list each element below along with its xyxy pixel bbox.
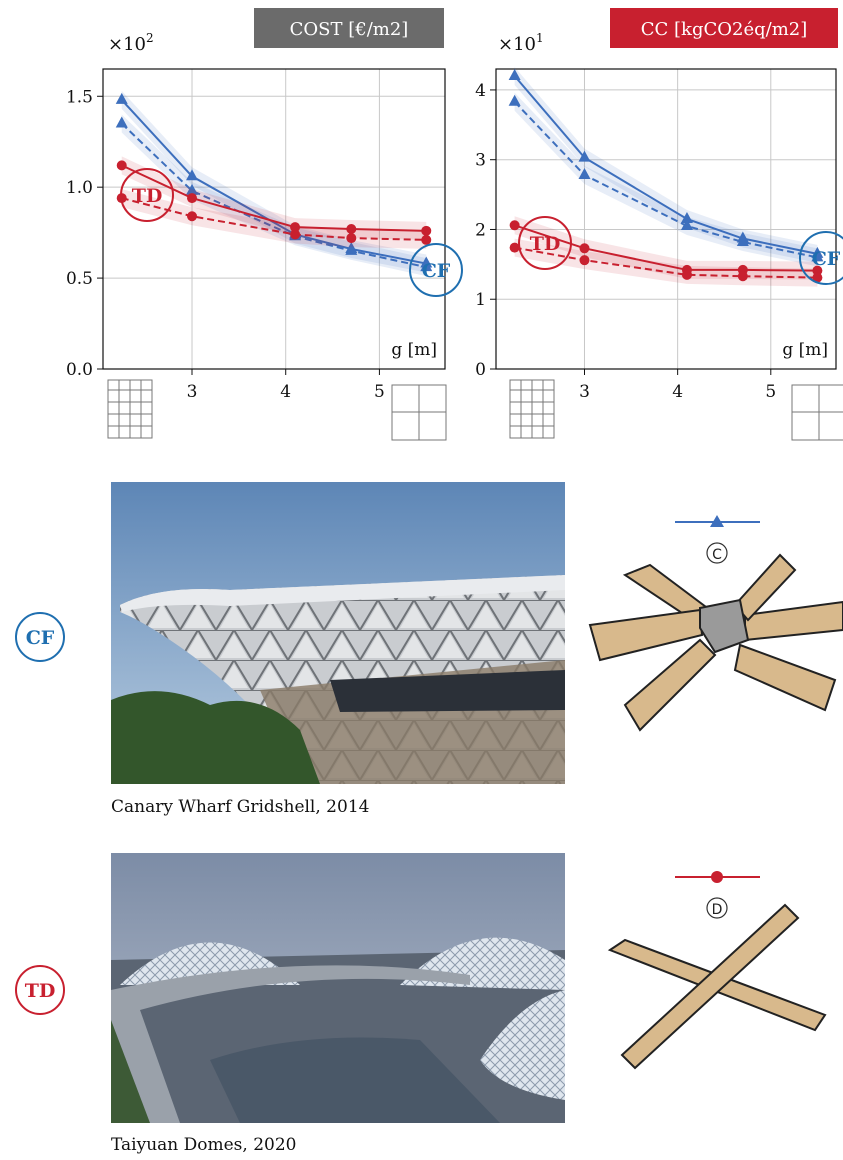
marker: [346, 224, 357, 234]
uncertainty-band: [514, 92, 818, 267]
joint-d-diagram: [607, 871, 827, 1070]
marker: [421, 225, 432, 236]
project-code: TD: [25, 980, 56, 1002]
scale-exponent: 2: [146, 31, 154, 45]
y-tick-label: 2: [475, 220, 486, 240]
annotation-circle: [518, 216, 572, 270]
scale-base: ×10: [498, 34, 536, 55]
annotation: TD: [132, 185, 163, 207]
x-tick-label: 3: [579, 382, 590, 402]
series-line: [514, 246, 818, 279]
y-tick-label: 0: [475, 360, 486, 380]
y-tick-label: 3: [475, 151, 486, 171]
chart-title: COST [€/m2]: [290, 19, 409, 40]
y-tick-label: 4: [475, 81, 486, 101]
marker: [736, 235, 749, 247]
chart: COST [€/m2] ×102 0.0 0.5 1.0 1.5 3 4 5 g [m] TD CF: [66, 8, 463, 402]
marker: [115, 92, 128, 104]
marker: [579, 255, 590, 266]
marker: [290, 229, 301, 240]
marker: [812, 272, 823, 283]
annotation: CF: [812, 248, 841, 270]
uncertainty-band: [121, 156, 427, 240]
y-tick-label: 1.5: [66, 87, 93, 107]
marker: [186, 183, 199, 195]
joint-label: C: [712, 547, 722, 563]
marker: [578, 168, 591, 180]
marker: [420, 260, 433, 272]
uncertainty-band: [121, 90, 427, 273]
marker: [737, 271, 748, 282]
annotation-circle: [120, 168, 174, 222]
project-code: CF: [26, 627, 55, 649]
marker: [812, 265, 823, 276]
photo-taiyuan: [111, 853, 565, 1123]
marker: [578, 150, 591, 162]
series-line: [513, 75, 818, 255]
title-box: [254, 8, 444, 48]
x-tick-label: 3: [187, 382, 198, 402]
uncertainty-band: [514, 216, 818, 280]
annotation: CF: [422, 260, 451, 282]
grid-icon: [107, 379, 843, 441]
annotation-circle: [409, 243, 463, 297]
marker: [187, 211, 198, 222]
marker: [509, 220, 520, 231]
y-tick-label: 0.0: [66, 360, 93, 380]
marker: [290, 222, 301, 233]
plot-frame: [102, 68, 446, 370]
plot-frame: [495, 68, 837, 370]
project-badge: [15, 612, 65, 662]
x-tick-label: 4: [672, 382, 683, 402]
marker: [115, 116, 128, 128]
uncertainty-band: [514, 66, 818, 263]
project-caption: Taiyuan Domes, 2020: [111, 1135, 296, 1155]
marker: [509, 242, 520, 253]
x-tick-label: 5: [765, 382, 776, 402]
marker: [421, 234, 432, 245]
scale-base: ×10: [108, 34, 146, 55]
chart-title: CC [kgCO2éq/m2]: [641, 19, 807, 40]
marker: [811, 250, 824, 262]
annotation-circle: [799, 231, 843, 285]
annotation: TD: [530, 233, 561, 255]
marker: [680, 212, 693, 223]
marker: [186, 169, 199, 181]
y-tick-label: 1: [475, 290, 486, 310]
marker: [345, 243, 358, 255]
marker: [680, 218, 693, 230]
marker: [681, 269, 692, 280]
scale-label: ×101: [498, 31, 544, 55]
photo-canary-wharf: [111, 482, 565, 784]
joint-label: D: [712, 902, 723, 918]
joint-c-diagram: [588, 515, 843, 732]
y-tick-label: 0.5: [66, 269, 93, 289]
y-tick-label: 1.0: [66, 178, 93, 198]
x-axis-label: g [m]: [391, 340, 437, 360]
x-tick-label: 4: [280, 382, 291, 402]
x-tick-label: 5: [374, 382, 385, 402]
project-badge: [15, 965, 65, 1015]
marker: [346, 233, 357, 244]
marker: [116, 160, 127, 171]
marker: [579, 243, 590, 254]
title-box: [610, 8, 838, 48]
scale-exponent: 1: [536, 31, 544, 45]
marker: [508, 68, 521, 80]
marker: [187, 193, 198, 204]
scale-label: ×102: [108, 31, 154, 55]
project-caption: Canary Wharf Gridshell, 2014: [111, 797, 369, 817]
marker: [508, 94, 521, 106]
x-axis-label: g [m]: [782, 340, 828, 360]
